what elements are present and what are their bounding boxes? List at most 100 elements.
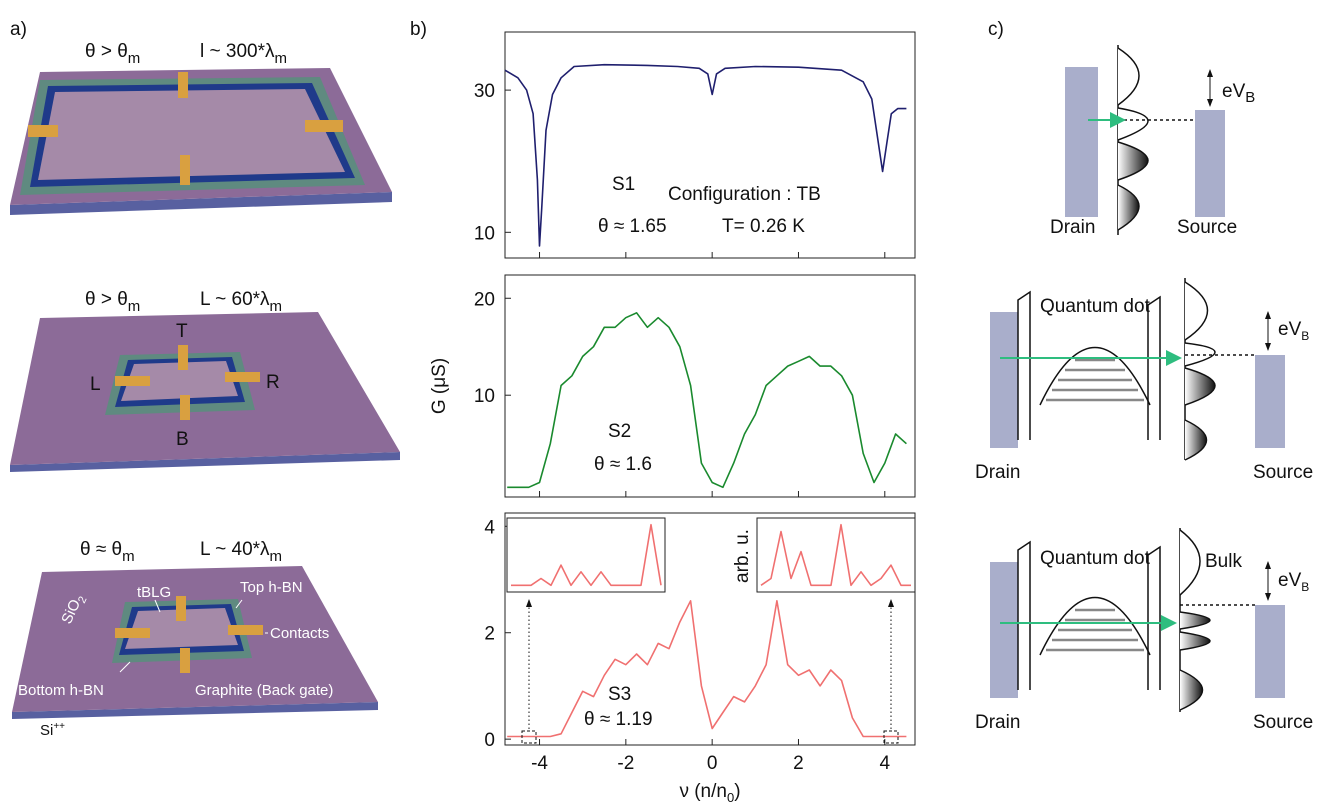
tblg-label: tBLG xyxy=(137,584,171,601)
device-1 xyxy=(10,68,392,215)
level xyxy=(1117,107,1149,141)
level xyxy=(1179,529,1201,596)
series-line xyxy=(511,523,662,587)
contact-label: R xyxy=(266,372,280,393)
diagram-2 xyxy=(990,278,1285,461)
bulk-label: Bulk xyxy=(1205,551,1242,572)
x-tick-label: -4 xyxy=(531,753,548,774)
si-label: Si++ xyxy=(40,721,65,739)
x-label-tail: ) xyxy=(734,781,740,802)
drain-label: Drain xyxy=(975,462,1020,483)
y-tick-label: 10 xyxy=(474,223,495,244)
slab-edge xyxy=(12,702,378,719)
length-label: L ~ 60*λm xyxy=(200,289,282,315)
level xyxy=(1184,419,1207,461)
dot-levels xyxy=(1046,608,1144,652)
level xyxy=(1184,367,1216,406)
top-hbn-label: Top h-BN xyxy=(240,579,303,596)
y-axis-label: arb. u. xyxy=(732,529,753,583)
contact-label: T xyxy=(176,321,188,342)
dot-potential xyxy=(1039,597,1151,656)
y-tick-label: 0 xyxy=(484,730,495,751)
contact-label: L xyxy=(90,374,101,395)
x-tick-label: 0 xyxy=(707,753,718,774)
annotation: θ ≈ 1.6 xyxy=(594,454,652,475)
device-3 xyxy=(12,566,378,719)
level xyxy=(1179,631,1211,651)
y-tick-label: 10 xyxy=(474,386,495,407)
source-label: Source xyxy=(1253,462,1313,483)
theta-label: θ > θm xyxy=(85,41,140,67)
y-tick-label: 4 xyxy=(484,517,495,538)
drain-block xyxy=(990,312,1018,448)
pointer xyxy=(119,661,131,673)
annotation: θ ≈ 1.65 xyxy=(598,216,667,237)
pointer xyxy=(235,599,243,609)
drain-block xyxy=(990,562,1018,698)
tblg xyxy=(38,89,345,180)
contact xyxy=(180,395,190,420)
plot-frame xyxy=(504,31,916,259)
contact xyxy=(228,625,263,635)
level xyxy=(1117,184,1140,231)
panel-label: a) xyxy=(10,19,27,40)
contact-label: B xyxy=(176,429,189,450)
annotation: S3 xyxy=(608,684,631,705)
drain-label: Drain xyxy=(975,712,1020,733)
dot-potential xyxy=(1039,347,1151,406)
contact xyxy=(115,376,150,386)
dot-label: Quantum dot xyxy=(1040,548,1151,569)
contacts-label: Contacts xyxy=(270,625,329,642)
graphite-label: Graphite (Back gate) xyxy=(195,682,333,699)
contact xyxy=(225,372,260,382)
contact xyxy=(180,155,190,185)
y-tick-label: 30 xyxy=(474,81,495,102)
contact xyxy=(115,628,150,638)
theta-label: θ ≈ θm xyxy=(80,539,135,565)
series-line xyxy=(760,523,911,587)
contact xyxy=(305,120,343,132)
slab-edge xyxy=(10,192,392,215)
barrier xyxy=(1147,295,1161,440)
x-label-main: ν (n/n xyxy=(679,781,727,802)
bias-label: eVB xyxy=(1278,570,1309,594)
level xyxy=(1117,47,1140,106)
x-tick-label: -2 xyxy=(617,753,634,774)
contact xyxy=(176,596,186,621)
length-label: l ~ 300*λm xyxy=(200,41,287,67)
annotation: T= 0.26 K xyxy=(722,216,805,237)
y-tick-label: 2 xyxy=(484,624,495,645)
source-block xyxy=(1255,605,1285,698)
y-axis-label: G (μS) xyxy=(429,358,450,414)
x-tick-label: 4 xyxy=(880,753,891,774)
level xyxy=(1179,669,1203,711)
annotation: θ ≈ 1.19 xyxy=(584,709,653,730)
source-label: Source xyxy=(1177,217,1237,238)
level xyxy=(1179,611,1211,630)
pointer xyxy=(154,599,161,613)
x-tick-label: 2 xyxy=(793,753,804,774)
source-label: Source xyxy=(1253,712,1313,733)
device-2 xyxy=(10,312,400,472)
annotation: S1 xyxy=(612,174,635,195)
barrier xyxy=(1017,540,1031,690)
zoom-box xyxy=(883,730,899,744)
bias-label: eVB xyxy=(1222,81,1255,106)
zoom-box xyxy=(521,730,537,744)
length-label: L ~ 40*λm xyxy=(200,539,282,565)
tblg xyxy=(121,361,238,401)
drain-block xyxy=(1065,67,1098,217)
series-line xyxy=(507,600,907,738)
x-label-sub: 0 xyxy=(727,790,734,804)
bottom-hbn-label: Bottom h-BN xyxy=(18,682,104,699)
level xyxy=(1117,141,1149,181)
diagram-3 xyxy=(990,528,1285,712)
contact xyxy=(28,125,58,137)
panel-label: b) xyxy=(410,19,427,40)
contact xyxy=(180,648,190,673)
tblg xyxy=(125,608,238,649)
dot-levels xyxy=(1046,358,1144,402)
bias-label: eVB xyxy=(1278,319,1309,343)
contact xyxy=(178,345,188,370)
